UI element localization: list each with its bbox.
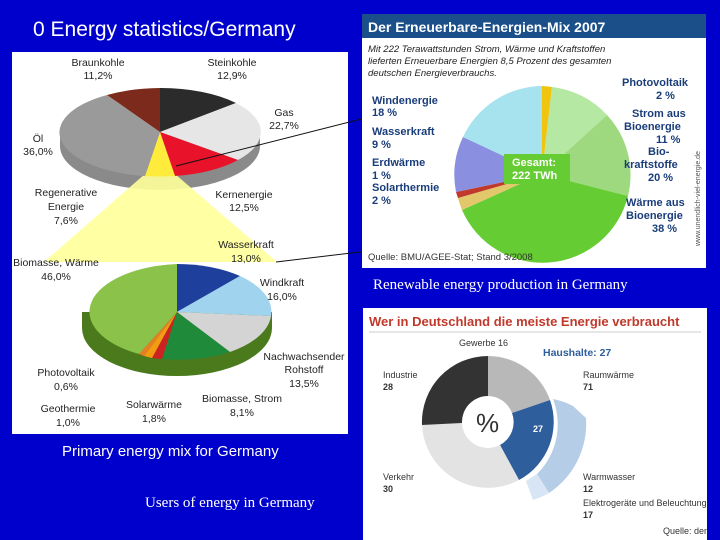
mix-label-windenergie: Windenergie 18 % <box>372 95 438 119</box>
bottom-slice-nachwachsender <box>177 312 271 352</box>
users-label-elektro: Elektrogeräte und Beleuchtung 17 <box>583 498 707 520</box>
bottom-slice-biomasse-waerme <box>89 264 177 354</box>
users-haushalte-value: 27 <box>533 424 543 434</box>
mix-label-wasserkraft: Wasserkraft 9 % <box>372 126 435 151</box>
label-regenerative: Regenerative Energie 7,6% <box>35 187 98 227</box>
label-geothermie: Geothermie 1,0% <box>41 403 96 429</box>
mix-slice-waerme-bio <box>462 174 628 263</box>
users-slice-industrie <box>421 355 488 425</box>
label-windkraft: Windkraft 16,0% <box>260 277 304 303</box>
label-solarwaerme: Solarwärme 1,8% <box>126 399 182 425</box>
top-slice-regenerative <box>145 132 175 177</box>
bottom-slice-solarwaerme <box>152 312 177 359</box>
mix-side-url: www.unendlich-viel-energie.de <box>695 151 702 247</box>
label-kernenergie: Kernenergie 12,5% <box>215 189 272 214</box>
label-steinkohle: Steinkohle 12,9% <box>207 57 256 82</box>
top-slice-oel <box>59 95 160 176</box>
users-slice-verkehr <box>422 423 519 488</box>
top-slice-braunkohle <box>107 88 160 132</box>
mix-slice-strom-bio <box>542 87 607 174</box>
users-slice-haushalte <box>500 400 554 480</box>
users-label-raumwaerme: Raumwärme 71 <box>583 370 634 392</box>
mix-subtitle: Mit 222 Terawattstunden Strom, Wärme und… <box>368 44 611 79</box>
users-label-haushalte: Haushalte: 27 <box>543 347 611 359</box>
users-ring-raumwaerme <box>537 399 587 493</box>
bottom-slice-biomasse-strom <box>162 312 230 360</box>
users-source: Quelle: dena <box>663 526 707 536</box>
renewable-mix-graphic: Der Erneuerbare-Energien-Mix 2007 Mit 22… <box>368 19 702 263</box>
mix-total-label: Gesamt: 222 TWh <box>512 157 558 182</box>
bottom-slice-windkraft <box>177 276 272 316</box>
mix-slice-photovoltaik <box>542 86 552 174</box>
label-biomasse-strom: Biomasse, Strom 8,1% <box>202 393 282 419</box>
primary-energy-chart: Braunkohle 11,2% Steinkohle 12,9% Gas 22,7%… <box>12 52 348 434</box>
users-center-symbol: % <box>476 408 499 438</box>
bottom-slice-geothermie <box>144 312 177 358</box>
label-wasserkraft: Wasserkraft 13,0% <box>218 239 274 265</box>
label-nachwachsender: Nachwachsender Rohstoff 13,5% <box>263 351 345 390</box>
bottom-slice-wasserkraft <box>177 263 240 312</box>
users-ring-warmwasser <box>526 474 549 500</box>
label-gas: Gas 22,7% <box>269 107 299 132</box>
mix-label-erdwaerme: Erdwärme 1 % <box>372 157 425 182</box>
svg-text:lieferten Erneuerbare Energien: lieferten Erneuerbare Energien 8,5 Proze… <box>368 56 611 67</box>
label-braunkohle: Braunkohle 11,2% <box>71 57 124 82</box>
caption-energy-users: Users of energy in Germany <box>145 495 315 511</box>
connector-funnel <box>44 174 277 262</box>
mix-label-photovoltaik: Photovoltaik 2 % <box>622 77 689 102</box>
mix-label-strom-bio: Strom aus Bioenergie 11 % <box>624 108 686 146</box>
primary-energy-graphic: Braunkohle 11,2% Steinkohle 12,9% Gas 22,7%… <box>13 57 345 429</box>
svg-text:Mit 222 Terawattstunden Strom,: Mit 222 Terawattstunden Strom, Wärme und… <box>368 44 605 55</box>
bottom-slice-photovoltaik <box>139 312 177 356</box>
users-label-gewerbe: Gewerbe 16 <box>459 338 508 348</box>
label-oel: Öl 36,0% <box>23 133 53 158</box>
slide-title: 0 Energy statistics/Germany <box>33 18 296 41</box>
mix-label-waerme-bio: Wärme aus Bioenergie 38 % <box>626 197 685 235</box>
users-slice-gewerbe <box>488 356 550 413</box>
users-label-warmwasser: Warmwasser 12 <box>583 472 635 494</box>
mix-slice-windenergie <box>463 86 542 174</box>
label-biomasse-waerme: Biomasse, Wärme 46,0% <box>13 257 99 283</box>
mix-source: Quelle: BMU/AGEE-Stat; Stand 3/2008 <box>368 252 533 263</box>
energy-users-graphic: Wer in Deutschland die meiste Energie ve… <box>369 314 707 536</box>
mix-label-biokraft: Bio-kraftstoffe 20 % <box>624 146 678 184</box>
mix-label-solarthermie: Solarthermie 2 % <box>372 182 439 207</box>
top-slice-gas <box>160 103 261 160</box>
users-title: Wer in Deutschland die meiste Energie ve… <box>369 314 680 329</box>
caption-primary-energy: Primary energy mix for Germany <box>62 443 279 460</box>
mix-title: Der Erneuerbare-Energien-Mix 2007 <box>368 19 606 35</box>
svg-text:deutschen Energieverbrauchs.: deutschen Energieverbrauchs. <box>368 68 497 79</box>
label-photovoltaik: Photovoltaik 0,6% <box>37 367 95 393</box>
users-label-verkehr: Verkehr 30 <box>383 472 414 494</box>
caption-renewable: Renewable energy production in Germany <box>373 277 628 293</box>
renewable-mix-chart: Der Erneuerbare-Energien-Mix 2007 Mit 22… <box>362 14 706 268</box>
energy-users-chart: Wer in Deutschland die meiste Energie ve… <box>363 308 707 540</box>
users-label-industrie: Industrie 28 <box>383 370 418 392</box>
top-slice-steinkohle <box>160 87 236 132</box>
